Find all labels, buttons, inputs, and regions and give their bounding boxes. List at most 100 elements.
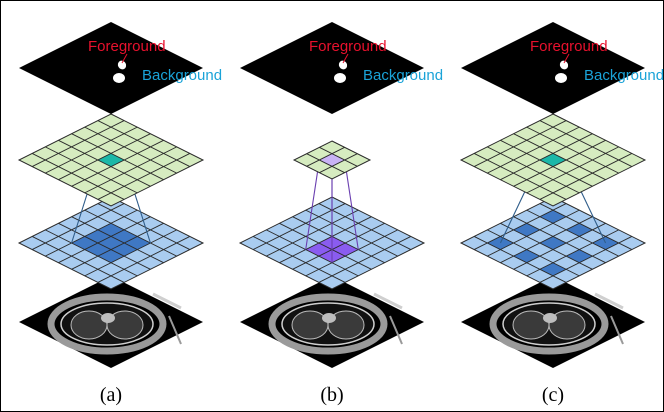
foreground-label: Foreground [88,38,166,55]
grid-line [71,133,164,181]
foreground-blob [117,60,127,70]
grid-line [84,229,177,277]
table-rail [610,315,624,345]
body-outline [268,293,388,355]
grid-line [252,203,346,250]
grid-line [84,146,177,194]
grid-line [84,126,177,174]
table-rail [389,315,403,345]
body-outline [47,293,167,355]
grid-line [526,126,619,174]
foreground-pointer [563,53,570,64]
grid-border [238,196,426,290]
segmentation-mask-layer [19,22,203,114]
body-outline [489,293,609,355]
grid-line [71,222,164,270]
grid-line [45,229,138,277]
grid-line [305,229,398,277]
foreground-blob [555,73,567,83]
grid-line [500,139,593,187]
grid-line [319,146,358,167]
feature-grid-top [292,140,372,180]
foreground-label: Foreground [309,38,387,55]
grid-line [473,203,567,250]
grid-line [31,236,125,283]
foreground-blob [559,60,569,70]
feature-grid-top [459,113,647,207]
grid-line [539,153,633,200]
grid-line [473,236,567,283]
grid-line [319,153,358,174]
grid-line [473,153,567,200]
grid-line [252,236,346,283]
panel-caption: (c) [542,384,564,406]
grid-line [513,133,606,181]
panel-a: Foreground Background (a) [17,22,222,406]
left-lung [70,310,108,340]
grid-line [473,120,567,167]
foreground-blob [113,73,125,83]
panel-caption: (a) [100,384,122,406]
grid-line [58,133,151,181]
grid-line [318,236,412,283]
heart [101,313,115,323]
left-lung [512,310,550,340]
foreground-blob [338,60,348,70]
grid-line [279,222,372,270]
grid-line [318,203,412,250]
background-label: Background [142,67,222,84]
grid-line [500,133,593,181]
grid-line [58,216,151,264]
grid-line [84,209,177,257]
grid-border [292,140,372,180]
grid-line [97,236,191,283]
foreground-label: Foreground [530,38,608,55]
grid-line [31,120,125,167]
grid-line [31,153,125,200]
right-lung [327,310,365,340]
panel-c: Foreground Background (c) [459,22,664,406]
grid-line [526,146,619,194]
grid-line [513,222,606,270]
grid-line [500,216,593,264]
heart [322,313,336,323]
panel-b: Foreground Background (b) [238,22,443,406]
connector-line [344,159,359,250]
grid-border [17,113,205,207]
grid-line [305,209,398,257]
grid-line [306,153,345,174]
grid-line [45,209,138,257]
feature-grid-bottom [17,196,205,290]
grid-line [292,216,385,264]
grid-border [17,196,205,290]
left-lung [291,310,329,340]
mask-surface [461,22,645,114]
table-rail [152,292,182,310]
table-rail [594,292,624,310]
table-rail [373,292,403,310]
grid-line [31,203,125,250]
background-label: Background [584,67,664,84]
mask-surface [240,22,424,114]
grid-line [292,222,385,270]
grid-line [279,216,372,264]
ct-slice-layer [461,276,645,368]
right-lung [106,310,144,340]
grid-line [487,209,580,257]
grid-line [58,139,151,187]
grid-line [45,126,138,174]
grid-line [97,120,191,167]
foreground-pointer [121,53,128,64]
feature-grid-top [17,113,205,207]
segmentation-mask-layer [240,22,424,114]
grid-line [97,203,191,250]
connector-line [305,159,320,250]
grid-line [526,209,619,257]
segmentation-mask-layer [461,22,645,114]
grid-line [45,146,138,194]
grid-line [513,139,606,187]
background-label: Background [363,67,443,84]
mask-surface [19,22,203,114]
foreground-pointer [342,53,349,64]
grid-line [97,153,191,200]
